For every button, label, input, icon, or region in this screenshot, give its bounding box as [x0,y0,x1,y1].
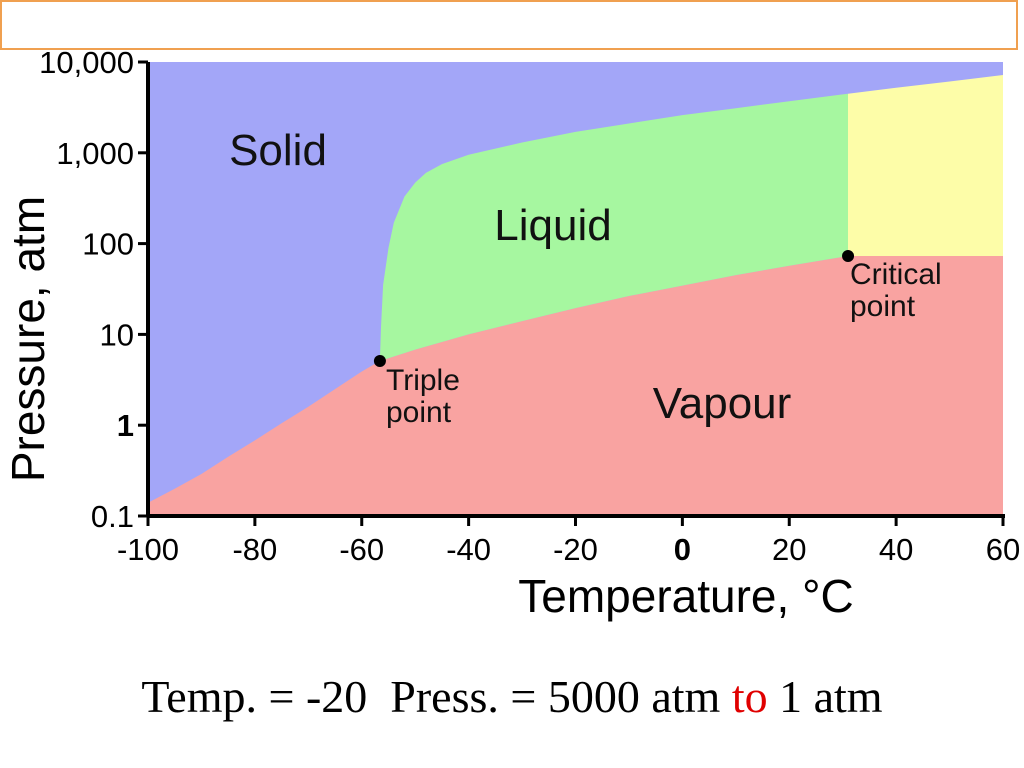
y-tick-label: 1 [117,408,134,443]
chart-regions [148,62,1003,516]
triple-point-label: Triple [386,364,460,397]
caption-part3: 1 atm [767,671,883,722]
x-tick-label: 20 [772,532,806,567]
chart-labels: SolidLiquidVapourTriplepointCriticalpoin… [229,126,942,429]
y-tick-label: 10 [100,317,134,352]
critical-point-marker [842,250,855,263]
region-label-liquid: Liquid [494,201,611,250]
phase-diagram-chart: -100 -80 -60 -40 -20 0 20 40 60 0.1 1 10 100 1,000 10,… [2,45,1020,622]
critical-point-label: point [850,290,916,323]
title-box [0,0,1018,50]
caption: Temp. = -20 Press. = 5000 atm to 1 atm [0,670,1024,723]
region-vapour [148,256,1003,516]
region-supercritical [848,75,1003,256]
y-tick-label: 1,000 [56,136,134,171]
caption-part1: Temp. = -20 Press. = 5000 atm [141,671,732,722]
y-axis-title: Pressure, atm [2,196,54,482]
y-tick-label: 10,000 [39,45,134,80]
x-tick-label: -100 [117,532,179,567]
region-liquid [379,93,848,361]
critical-point-label: Critical [850,258,942,291]
x-tick-label: 60 [986,532,1020,567]
x-tick-label: 40 [879,532,913,567]
x-tick-label: 0 [674,532,691,567]
x-tick-label: -20 [553,532,598,567]
region-label-solid: Solid [229,126,327,175]
x-axis-title: Temperature, °C [518,570,853,622]
triple-point-marker [373,354,386,367]
chart-axes: -100 -80 -60 -40 -20 0 20 40 60 0.1 1 10 100 1,000 10,… [2,45,1020,622]
y-tick-label: 100 [82,227,134,262]
x-tick-label: -40 [446,532,491,567]
y-tick-label: 0.1 [91,499,134,534]
x-tick-label: -60 [339,532,384,567]
triple-point-label: point [386,396,452,429]
x-tick-label: -80 [232,532,277,567]
region-label-vapour: Vapour [653,379,792,428]
caption-to: to [731,671,768,722]
